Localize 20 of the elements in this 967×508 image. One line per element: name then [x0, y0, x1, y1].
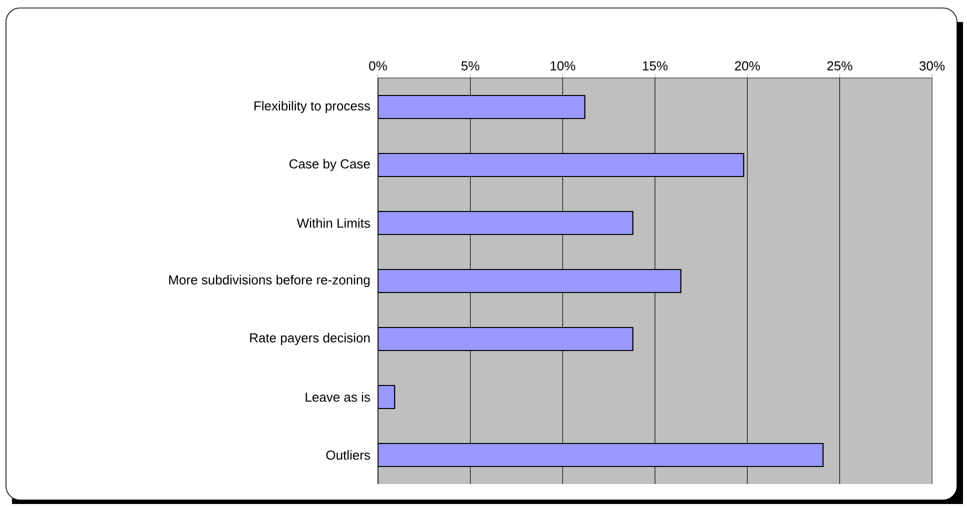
- x-tick-label: 25%: [827, 61, 852, 70]
- x-tick-label: 10%: [550, 61, 576, 70]
- x-tick-label: 15%: [642, 61, 668, 70]
- bar: [378, 326, 634, 352]
- x-tick-label: 20%: [734, 61, 760, 70]
- bar: [378, 442, 824, 468]
- bar: [378, 210, 634, 236]
- y-tick-label: Leave as is: [306, 392, 370, 402]
- y-tick-label: Outliers: [326, 450, 370, 460]
- y-tick-label: Within Limits: [296, 218, 370, 228]
- x-tick-label: 0%: [369, 61, 387, 70]
- y-tick-label: More subdivisions before re-zoning: [169, 274, 370, 288]
- y-tick-label: Flexibility to process: [254, 100, 370, 114]
- bar: [378, 268, 682, 294]
- x-tick-label: 30%: [919, 61, 945, 70]
- y-tick-label: Rate payers decision: [250, 332, 370, 346]
- x-tick-label: 5%: [461, 61, 480, 70]
- bar: [378, 94, 586, 120]
- y-tick-label: Case by Case: [289, 158, 370, 172]
- bar: [378, 152, 744, 178]
